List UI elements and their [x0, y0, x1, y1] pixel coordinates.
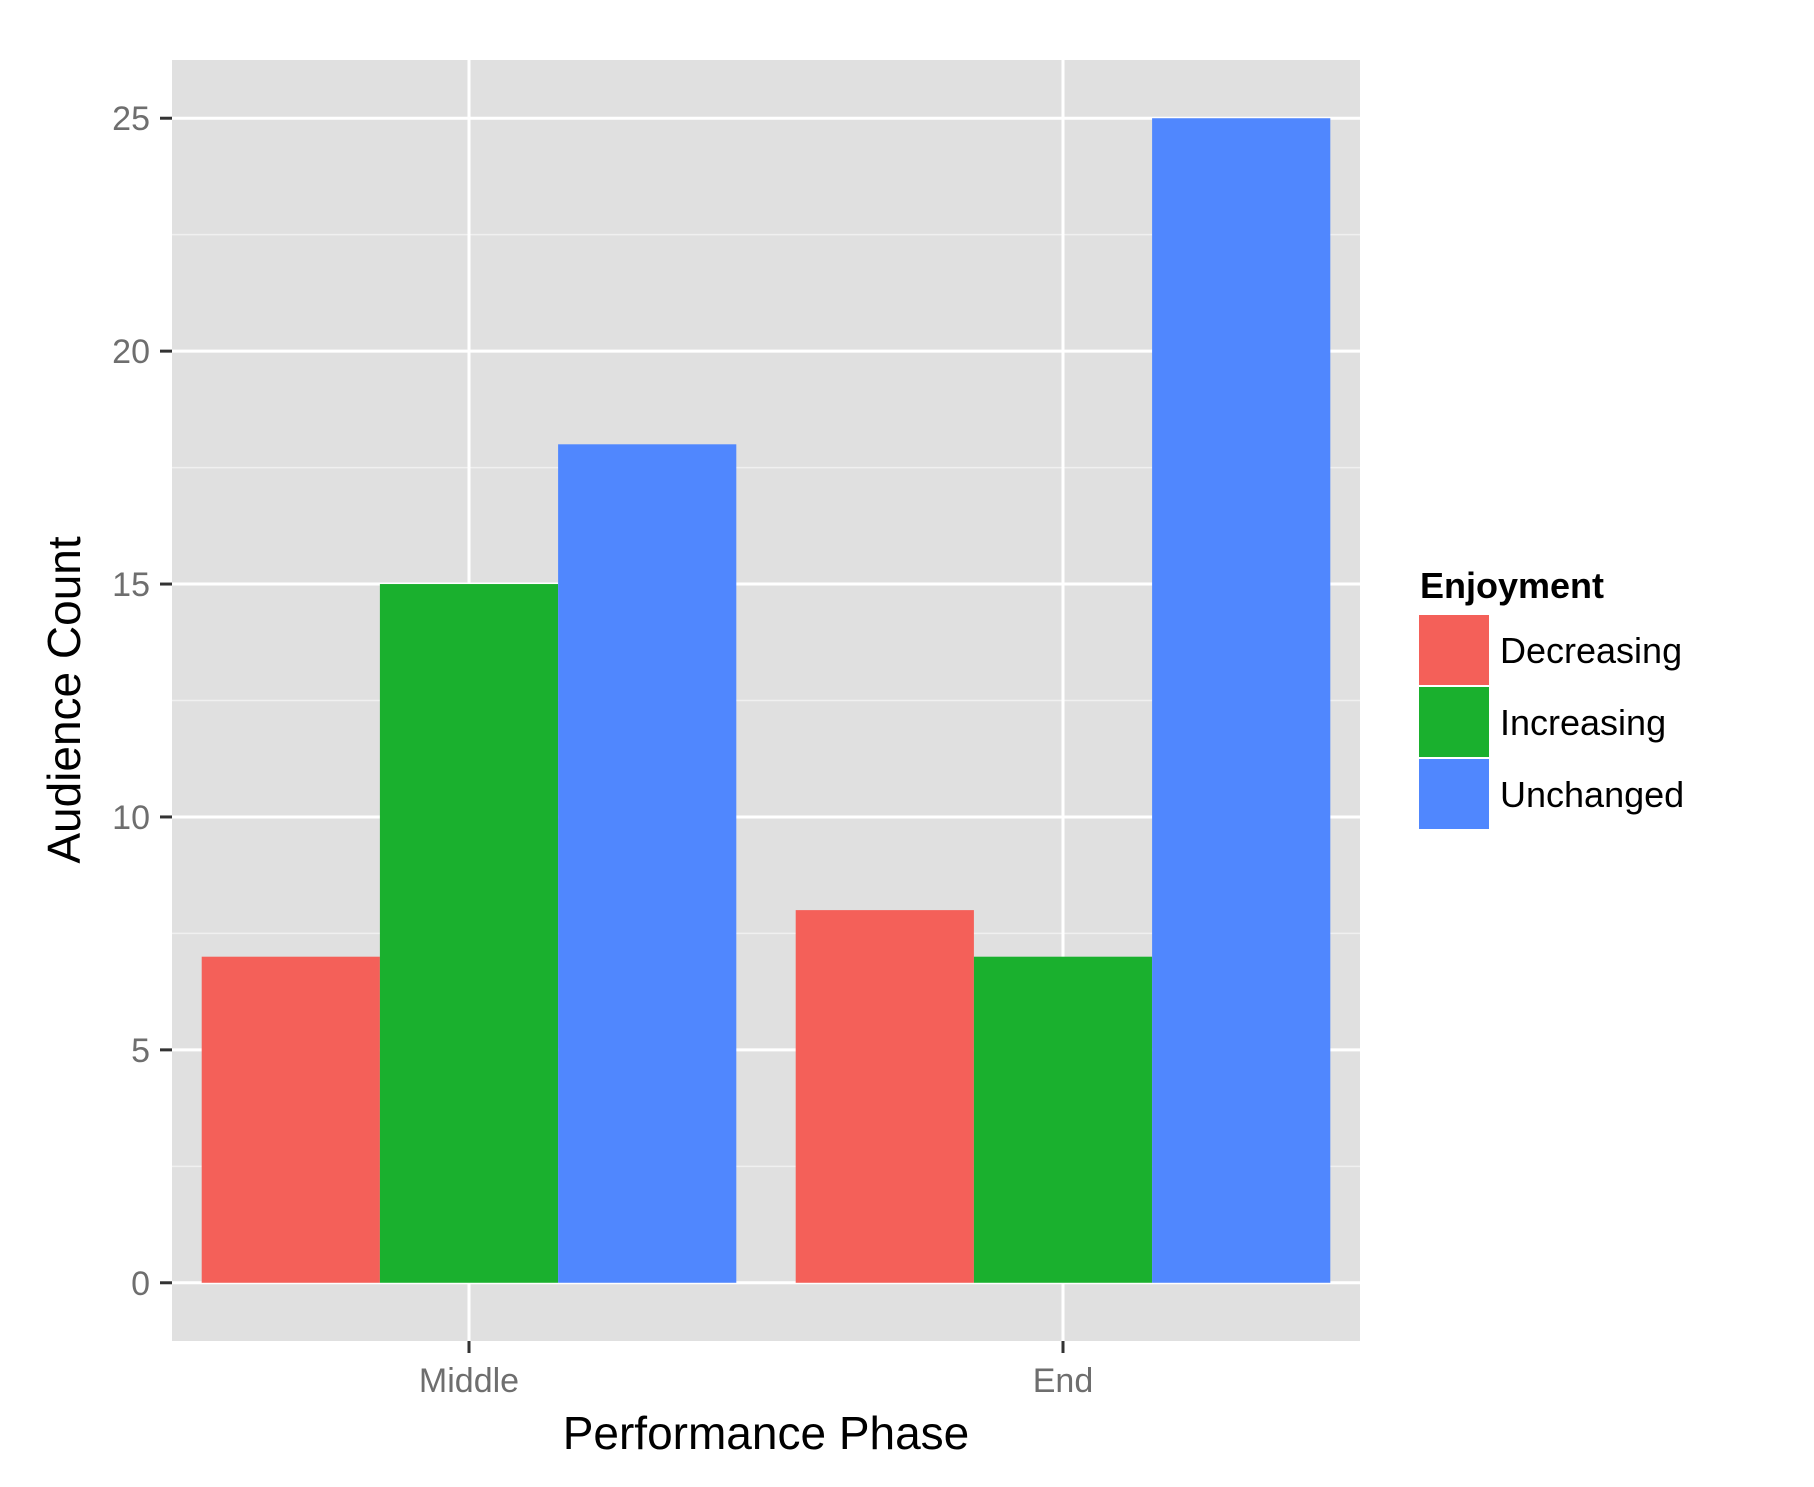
x-tick-label: Middle	[419, 1362, 519, 1400]
bar-unchanged-end	[1152, 118, 1331, 1283]
bars	[201, 118, 1331, 1283]
bar-increasing-end	[973, 956, 1153, 1283]
x-axis-title: Performance Phase	[563, 1407, 970, 1459]
x-axis: Middle End	[419, 1341, 1093, 1400]
y-axis: 0 5 10 15 20 25	[112, 100, 172, 1303]
y-tick-label: 15	[112, 566, 150, 604]
legend-label-decreasing: Decreasing	[1500, 630, 1682, 671]
legend-key-increasing	[1417, 685, 1491, 759]
y-tick-label: 10	[112, 799, 150, 837]
bar-increasing-middle	[379, 584, 559, 1283]
bar-unchanged-middle	[558, 444, 737, 1283]
bar-decreasing-middle	[201, 956, 380, 1283]
bar-decreasing-end	[795, 910, 974, 1283]
y-tick-label: 0	[131, 1265, 150, 1303]
legend-label-increasing: Increasing	[1500, 702, 1666, 743]
legend: Enjoyment Decreasing Increasing Unchanged	[1417, 565, 1684, 831]
x-tick-label: End	[1033, 1362, 1094, 1400]
y-tick-label: 25	[112, 100, 150, 138]
legend-key-unchanged	[1417, 757, 1491, 831]
legend-key-decreasing	[1417, 613, 1491, 687]
y-tick-label: 5	[131, 1032, 150, 1070]
y-axis-title: Audience Count	[38, 536, 90, 864]
legend-label-unchanged: Unchanged	[1500, 774, 1684, 815]
y-tick-label: 20	[112, 333, 150, 371]
legend-title: Enjoyment	[1420, 565, 1604, 606]
